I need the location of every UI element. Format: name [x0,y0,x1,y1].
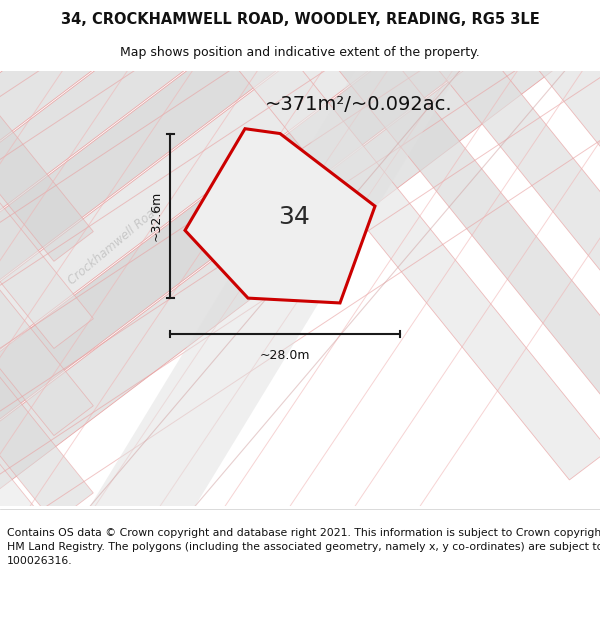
Text: ~32.6m: ~32.6m [149,191,163,241]
Polygon shape [0,476,94,625]
Polygon shape [0,389,94,610]
Polygon shape [400,0,600,480]
Polygon shape [200,0,600,480]
Polygon shape [0,0,600,146]
Polygon shape [0,0,600,216]
Polygon shape [0,0,600,355]
Text: 34, CROCKHAMWELL ROAD, WOODLEY, READING, RG5 3LE: 34, CROCKHAMWELL ROAD, WOODLEY, READING,… [61,12,539,28]
Polygon shape [0,0,600,286]
Polygon shape [90,71,460,506]
Polygon shape [0,0,600,494]
Text: ~28.0m: ~28.0m [260,349,310,362]
Polygon shape [0,0,600,7]
Text: ~371m²/~0.092ac.: ~371m²/~0.092ac. [265,95,452,114]
Polygon shape [0,128,94,349]
Polygon shape [0,0,600,76]
Text: Map shows position and indicative extent of the property.: Map shows position and indicative extent… [120,46,480,59]
Polygon shape [0,41,94,261]
Polygon shape [500,0,600,480]
Text: Crockhamwell Road: Crockhamwell Road [66,202,164,288]
Polygon shape [0,0,600,425]
Text: Contains OS data © Crown copyright and database right 2021. This information is : Contains OS data © Crown copyright and d… [7,528,600,566]
Polygon shape [185,129,375,303]
Polygon shape [0,215,94,436]
Polygon shape [0,0,600,564]
Polygon shape [0,302,94,522]
Text: 34: 34 [278,204,310,229]
Polygon shape [300,0,600,480]
